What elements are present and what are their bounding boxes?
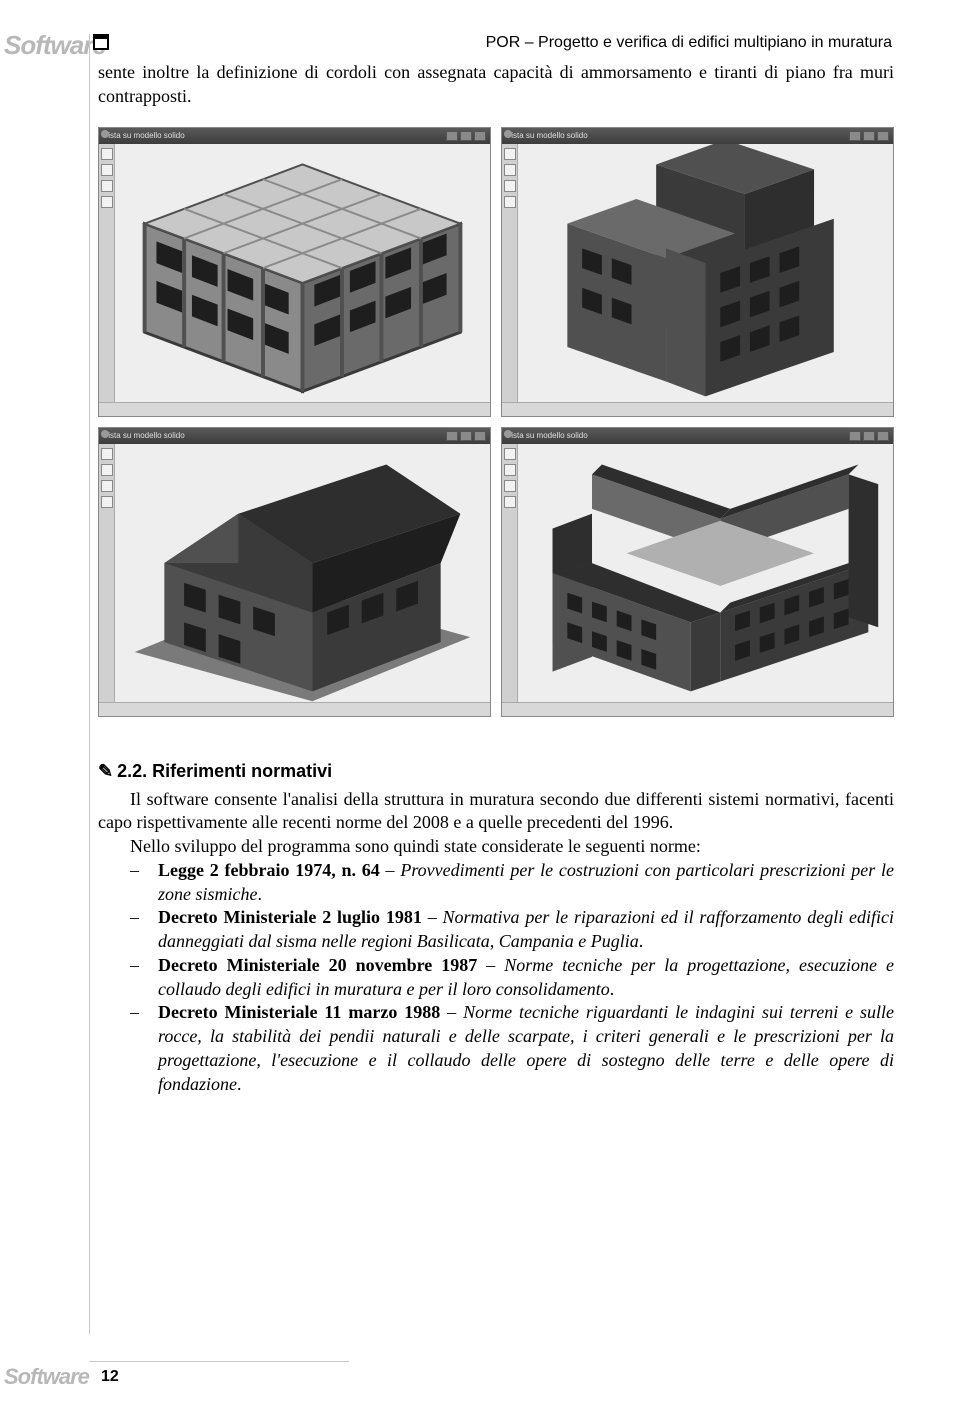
viewport-toolbar xyxy=(99,144,115,402)
viewport-canvas xyxy=(518,144,893,402)
list-item: Decreto Ministeriale 11 marzo 1988 – Nor… xyxy=(98,1001,894,1096)
tool-icon[interactable] xyxy=(101,480,113,492)
page-number: 12 xyxy=(101,1368,119,1386)
minimize-icon[interactable] xyxy=(849,131,861,141)
vp-dot xyxy=(504,430,512,438)
viewport-canvas xyxy=(115,444,490,702)
viewport-toolbar xyxy=(502,144,518,402)
window-buttons xyxy=(446,131,486,141)
tool-icon[interactable] xyxy=(504,164,516,176)
viewport-title: Vista su modello solido xyxy=(506,431,588,440)
viewport-title: Vista su modello solido xyxy=(506,131,588,140)
minimize-icon[interactable] xyxy=(849,431,861,441)
hand-icon: ✎ xyxy=(98,761,113,782)
viewport-title: Vista su modello solido xyxy=(103,131,185,140)
section-title: Riferimenti normativi xyxy=(152,761,332,781)
viewport-titlebar: Vista su modello solido xyxy=(99,428,490,444)
viewport-titlebar: Vista su modello solido xyxy=(99,128,490,144)
window-buttons xyxy=(446,431,486,441)
norm-bold: Legge 2 febbraio 1974, n. 64 xyxy=(158,860,380,880)
viewport-titlebar: Vista su modello solido xyxy=(502,428,893,444)
page-header: Software POR – Progetto e verifica di ed… xyxy=(0,20,960,50)
close-icon[interactable] xyxy=(474,431,486,441)
tool-icon[interactable] xyxy=(504,480,516,492)
side-logo: Software xyxy=(4,30,106,61)
viewport-1: Vista su modello solido xyxy=(98,127,491,417)
norm-list: Legge 2 febbraio 1974, n. 64 – Provvedim… xyxy=(98,859,894,1097)
norm-bold: Decreto Ministeriale 2 luglio 1981 xyxy=(158,907,422,927)
tool-icon[interactable] xyxy=(101,464,113,476)
list-item: Decreto Ministeriale 20 novembre 1987 – … xyxy=(98,954,894,1002)
footer-logo: Software xyxy=(4,1364,89,1390)
maximize-icon[interactable] xyxy=(460,431,472,441)
norm-bold: Decreto Ministeriale 20 novembre 1987 xyxy=(158,955,477,975)
tool-icon[interactable] xyxy=(101,148,113,160)
close-icon[interactable] xyxy=(877,131,889,141)
minimize-icon[interactable] xyxy=(446,131,458,141)
tool-icon[interactable] xyxy=(504,148,516,160)
vertical-margin-rule xyxy=(89,34,90,1334)
viewport-canvas xyxy=(115,144,490,402)
section-heading: ✎2.2. Riferimenti normativi xyxy=(98,761,894,782)
section-para-1: Il software consente l'analisi della str… xyxy=(98,788,894,836)
tool-icon[interactable] xyxy=(101,448,113,460)
viewport-statusbar xyxy=(99,702,490,716)
building-model-1 xyxy=(115,144,490,402)
header-title: POR – Progetto e verifica di edifici mul… xyxy=(486,34,892,52)
footer-rule xyxy=(89,1361,349,1362)
viewport-2: Vista su modello solido xyxy=(501,127,894,417)
page-content: sente inoltre la definizione di cordoli … xyxy=(98,60,894,1096)
window-buttons xyxy=(849,131,889,141)
vp-dot xyxy=(101,130,109,138)
tool-icon[interactable] xyxy=(101,164,113,176)
minimize-icon[interactable] xyxy=(446,431,458,441)
maximize-icon[interactable] xyxy=(863,131,875,141)
close-icon[interactable] xyxy=(877,431,889,441)
viewport-statusbar xyxy=(502,402,893,416)
building-model-3 xyxy=(115,444,490,702)
viewport-titlebar: Vista su modello solido xyxy=(502,128,893,144)
figure-grid: Vista su modello solido xyxy=(98,127,894,717)
section-para-2: Nello sviluppo del programma sono quindi… xyxy=(98,835,894,859)
building-model-4 xyxy=(518,444,893,702)
tool-icon[interactable] xyxy=(101,496,113,508)
header-doc-icon xyxy=(93,34,109,50)
list-item: Legge 2 febbraio 1974, n. 64 – Provvedim… xyxy=(98,859,894,907)
viewport-statusbar xyxy=(99,402,490,416)
viewport-title: Vista su modello solido xyxy=(103,431,185,440)
viewport-toolbar xyxy=(99,444,115,702)
tool-icon[interactable] xyxy=(504,196,516,208)
viewport-canvas xyxy=(518,444,893,702)
maximize-icon[interactable] xyxy=(460,131,472,141)
vp-dot xyxy=(504,130,512,138)
intro-paragraph: sente inoltre la definizione di cordoli … xyxy=(98,60,894,109)
tool-icon[interactable] xyxy=(504,180,516,192)
viewport-statusbar xyxy=(502,702,893,716)
tool-icon[interactable] xyxy=(504,448,516,460)
window-buttons xyxy=(849,431,889,441)
viewport-4: Vista su modello solido xyxy=(501,427,894,717)
list-item: Decreto Ministeriale 2 luglio 1981 – Nor… xyxy=(98,906,894,954)
vp-dot xyxy=(101,430,109,438)
maximize-icon[interactable] xyxy=(863,431,875,441)
viewport-3: Vista su modello solido xyxy=(98,427,491,717)
tool-icon[interactable] xyxy=(504,464,516,476)
section-number: 2.2. xyxy=(117,761,147,781)
viewport-toolbar xyxy=(502,444,518,702)
building-model-2 xyxy=(518,144,893,402)
close-icon[interactable] xyxy=(474,131,486,141)
tool-icon[interactable] xyxy=(504,496,516,508)
norm-bold: Decreto Ministeriale 11 marzo 1988 xyxy=(158,1002,440,1022)
tool-icon[interactable] xyxy=(101,196,113,208)
tool-icon[interactable] xyxy=(101,180,113,192)
